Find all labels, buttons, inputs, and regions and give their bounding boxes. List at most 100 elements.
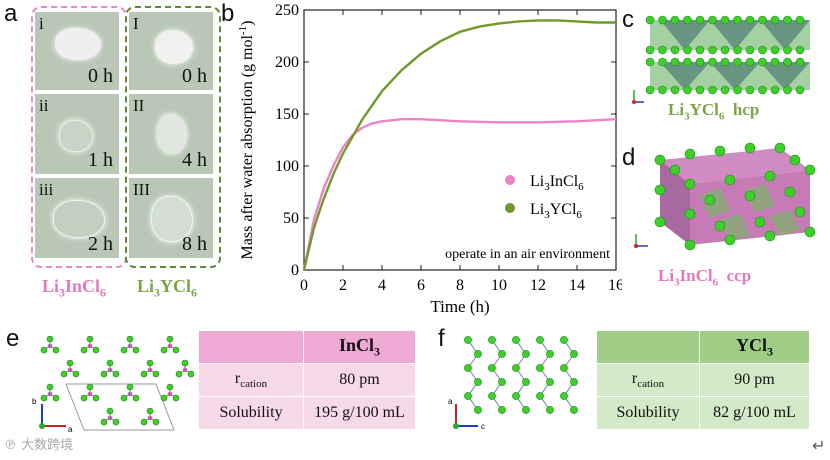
label-li3incl6-a: Li3InCl6 — [42, 276, 107, 300]
chlorine-atom — [758, 57, 767, 67]
chlorine-atom — [498, 350, 506, 358]
chlorine-atom — [795, 85, 805, 95]
chlorine-atom — [132, 394, 140, 402]
chlorine-atom — [570, 406, 578, 414]
chlorine-atom — [744, 142, 756, 154]
chlorine-atom — [546, 378, 554, 386]
watermark-icon: ℗ — [4, 438, 22, 453]
chlorine-atom — [708, 15, 717, 25]
chlorine-atom — [764, 170, 776, 182]
ccp-top-face — [660, 148, 810, 184]
chlorine-atom — [684, 148, 696, 160]
x-tick-label: 12 — [530, 277, 546, 294]
panel-letter-a: a — [4, 0, 18, 27]
chlorine-atom — [52, 346, 60, 354]
watermark: ℗ 大数跨境 — [4, 438, 74, 453]
unit-cell — [65, 383, 175, 431]
chlorine-atom — [464, 392, 472, 400]
axis-triad-e: b a — [32, 397, 73, 434]
legend-label: Li3InCl6 — [530, 173, 584, 193]
chlorine-atom — [120, 346, 128, 354]
chlorine-atom — [512, 392, 520, 400]
chlorine-atom — [560, 364, 568, 372]
return-mark: ↵ — [812, 436, 826, 455]
chlorine-atom — [100, 370, 108, 378]
chlorine-atom — [645, 15, 655, 25]
chlorine-atom — [570, 378, 578, 386]
legend-label: Li3YCl6 — [530, 201, 582, 221]
panel-letter-b: b — [221, 0, 235, 27]
photo-roman: III — [133, 180, 150, 199]
chlorine-atom — [724, 234, 736, 246]
photo-pink-2h: iii 2 h — [35, 178, 119, 258]
x-tick-label: 8 — [456, 277, 464, 294]
chlorine-atom — [774, 142, 786, 154]
chlorine-atom — [684, 208, 696, 220]
hcp-layer-bottom — [650, 62, 810, 90]
x-tick-label: 16 — [608, 277, 622, 294]
chlorine-atom — [92, 346, 100, 354]
axis-triad-c — [632, 90, 644, 104]
chlorine-atom — [546, 350, 554, 358]
chlorine-atom — [754, 216, 766, 228]
chlorine-atom — [695, 57, 705, 67]
chlorine-atom — [464, 364, 472, 372]
chlorine-atom — [695, 15, 705, 25]
structure-ccp-image — [634, 142, 816, 251]
chlorine-atom — [708, 45, 717, 55]
x-tick-label: 14 — [569, 277, 585, 294]
chlorine-atom — [536, 364, 544, 372]
chlorine-atom — [152, 370, 160, 378]
chlorine-atom — [100, 418, 108, 426]
panel-letter-f: f — [438, 325, 445, 352]
table-corner-cell — [596, 330, 700, 364]
hcp-layer-top — [650, 20, 810, 50]
chlorine-atom — [683, 15, 692, 25]
photo-green-8h: III 8 h — [129, 178, 213, 258]
chlorine-atom — [764, 230, 776, 242]
table-header-incl3: InCl3 — [303, 330, 416, 364]
droplet-blob — [53, 200, 105, 238]
table-header-ycl3: YCl3 — [699, 330, 810, 364]
chlorine-atom — [658, 57, 667, 67]
panel-letter-e: e — [6, 325, 20, 352]
photo-time: 0 h — [182, 65, 207, 87]
chlorine-atom — [745, 85, 755, 95]
chlorine-atom — [784, 186, 796, 198]
chlorine-atom — [488, 364, 496, 372]
chlorine-atom — [720, 45, 730, 55]
droplet-blob — [157, 114, 187, 154]
x-tick-label: 2 — [339, 277, 347, 294]
row-value-rcation: 90 pm — [699, 363, 810, 397]
chlorine-atom — [474, 406, 482, 414]
chlorine-atom — [536, 336, 544, 344]
chlorine-atom — [684, 239, 696, 251]
chlorine-atom — [770, 57, 780, 67]
chlorine-atom — [669, 164, 681, 176]
row-label-rcation: rcation — [596, 363, 700, 397]
chlorine-atom — [733, 45, 742, 55]
chlorine-atom — [645, 57, 655, 67]
chlorine-atom — [795, 45, 805, 55]
photo-green-4h: II 4 h — [129, 94, 213, 174]
chlorine-atom — [720, 57, 730, 67]
chlorine-atom — [52, 394, 60, 402]
droplet-blob — [59, 120, 93, 152]
chart-ylabel: Mass after water absorption (g mol-1) — [237, 21, 256, 260]
photo-roman: II — [133, 96, 145, 115]
row-value-rcation: 80 pm — [303, 363, 416, 397]
photo-roman: ii — [39, 96, 49, 115]
chlorine-atom — [160, 346, 168, 354]
chlorine-atom — [804, 226, 816, 238]
photo-roman: iii — [39, 180, 54, 199]
chlorine-atom — [106, 359, 114, 367]
chlorine-atom — [745, 45, 755, 55]
axis-label-a: a — [448, 397, 453, 406]
incl3-lattice-image: b a — [32, 336, 195, 434]
structure-hcp-image — [632, 15, 810, 104]
chlorine-atom — [560, 336, 568, 344]
chlorine-atom — [146, 359, 154, 367]
chlorine-atom — [714, 220, 726, 232]
chlorine-atom — [488, 392, 496, 400]
axis-label-c: c — [481, 422, 485, 431]
